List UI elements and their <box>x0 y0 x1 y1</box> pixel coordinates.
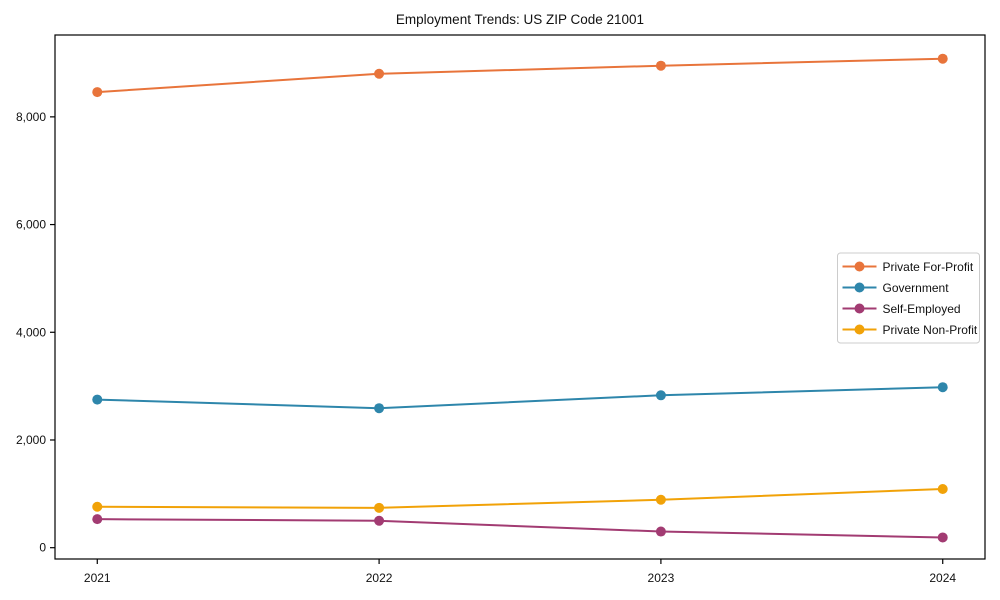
legend: Private For-Profit Government Self-Employe… <box>837 252 980 344</box>
legend-entry-government: Government <box>842 281 950 295</box>
data-point-self-employed-2021 <box>92 514 103 525</box>
legend-entry-private-non-profit: Private Non-Profit <box>842 323 978 337</box>
legend-label: Private For-Profit <box>883 260 974 274</box>
data-point-private-non-profit-2023 <box>655 494 666 505</box>
legend-marker-private-non-profit <box>854 324 865 335</box>
legend-marker-private-for-profit <box>854 261 865 272</box>
data-point-private-for-profit-2022 <box>374 68 385 79</box>
data-point-private-for-profit-2023 <box>655 60 666 71</box>
legend-box <box>837 252 980 344</box>
legend-label: Self-Employed <box>883 302 961 316</box>
series-line-private-for-profit <box>97 57 943 94</box>
y-tick-label: 0 <box>39 541 46 555</box>
x-tick-label: 2022 <box>366 571 393 585</box>
data-point-private-for-profit-2024 <box>937 53 948 64</box>
legend-marker-government <box>854 282 865 293</box>
data-point-self-employed-2023 <box>655 526 666 537</box>
data-point-private-for-profit-2021 <box>92 87 103 98</box>
legend-label: Government <box>883 281 950 295</box>
y-tick-label: 2,000 <box>16 433 46 447</box>
x-tick-label: 2024 <box>929 571 956 585</box>
data-point-private-non-profit-2024 <box>937 483 948 494</box>
series-line-private-non-profit <box>97 487 943 509</box>
y-tick-label: 4,000 <box>16 325 46 339</box>
y-tick-label: 8,000 <box>16 110 46 124</box>
data-point-private-non-profit-2022 <box>374 502 385 513</box>
x-tick-label: 2023 <box>648 571 675 585</box>
data-point-government-2024 <box>937 382 948 393</box>
plot-area: 0 2,000 4,000 6,000 8,000 2021 2022 2023 2024 Pri… <box>16 34 986 585</box>
series-line-government <box>97 386 943 410</box>
data-point-government-2022 <box>374 403 385 414</box>
chart-title: Employment Trends: US ZIP Code 21001 <box>396 12 644 27</box>
series-line-self-employed <box>97 518 943 539</box>
data-point-government-2021 <box>92 394 103 405</box>
data-point-self-employed-2022 <box>374 515 385 526</box>
legend-entry-private-for-profit: Private For-Profit <box>842 260 974 274</box>
data-point-self-employed-2024 <box>937 532 948 543</box>
data-point-private-non-profit-2021 <box>92 501 103 512</box>
legend-label: Private Non-Profit <box>883 323 978 337</box>
y-tick-label: 6,000 <box>16 218 46 232</box>
plot-frame <box>54 34 986 560</box>
data-point-government-2023 <box>655 390 666 401</box>
legend-marker-self-employed <box>854 303 865 314</box>
legend-entry-self-employed: Self-Employed <box>842 302 961 316</box>
x-tick-label: 2021 <box>84 571 111 585</box>
